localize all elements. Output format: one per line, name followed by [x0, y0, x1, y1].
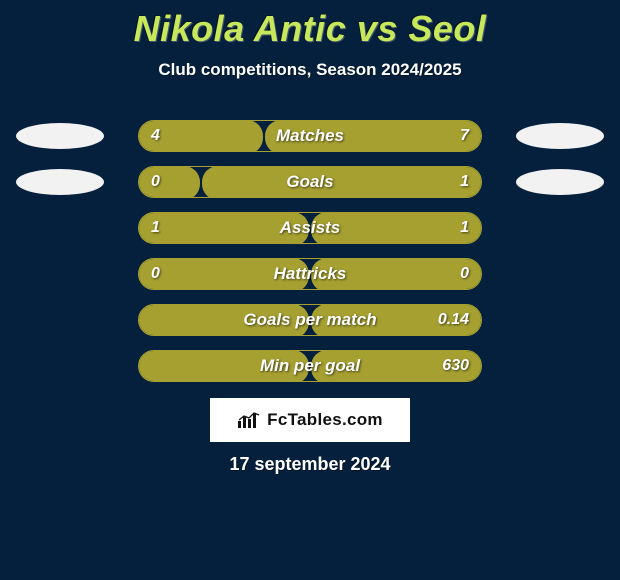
stat-bar: 0.14Goals per match	[138, 304, 482, 336]
stat-row: 630Min per goal	[0, 350, 620, 384]
stat-value-left: 1	[151, 213, 160, 243]
subtitle: Club competitions, Season 2024/2025	[0, 60, 620, 80]
stat-value-right: 7	[460, 121, 469, 151]
stat-value-right: 0	[460, 259, 469, 289]
stat-value-right: 1	[460, 213, 469, 243]
bar-fill-right	[265, 120, 482, 152]
stat-row: 47Matches	[0, 120, 620, 154]
stat-value-left: 0	[151, 259, 160, 289]
stat-row: 0.14Goals per match	[0, 304, 620, 338]
comparison-infographic: Nikola Antic vs Seol Club competitions, …	[0, 0, 620, 580]
stat-rows: 47Matches01Goals11Assists00Hattricks0.14…	[0, 120, 620, 396]
bar-fill-left	[138, 350, 309, 382]
title: Nikola Antic vs Seol	[0, 0, 620, 50]
brand-badge: FcTables.com	[210, 398, 410, 442]
bar-fill-left	[138, 304, 309, 336]
stat-value-right: 630	[442, 351, 469, 381]
stat-value-left: 0	[151, 167, 160, 197]
date-text: 17 september 2024	[0, 454, 620, 475]
bar-fill-left	[138, 212, 309, 244]
stat-value-right: 0.14	[438, 305, 469, 335]
stat-row: 11Assists	[0, 212, 620, 246]
bar-fill-left	[138, 166, 200, 198]
player-left-ellipse	[16, 169, 104, 195]
bar-fill-right	[202, 166, 482, 198]
stat-bar: 47Matches	[138, 120, 482, 152]
stat-bar: 11Assists	[138, 212, 482, 244]
stat-bar: 00Hattricks	[138, 258, 482, 290]
brand-text: FcTables.com	[267, 410, 383, 430]
player-left-ellipse	[16, 123, 104, 149]
stat-row: 00Hattricks	[0, 258, 620, 292]
stat-row: 01Goals	[0, 166, 620, 200]
brand-chart-icon	[237, 411, 261, 429]
stat-bar: 01Goals	[138, 166, 482, 198]
stat-bar: 630Min per goal	[138, 350, 482, 382]
bar-fill-left	[138, 258, 309, 290]
player-right-ellipse	[516, 123, 604, 149]
stat-value-left: 4	[151, 121, 160, 151]
bar-fill-right	[311, 258, 482, 290]
bar-fill-right	[311, 212, 482, 244]
stat-value-right: 1	[460, 167, 469, 197]
player-right-ellipse	[516, 169, 604, 195]
